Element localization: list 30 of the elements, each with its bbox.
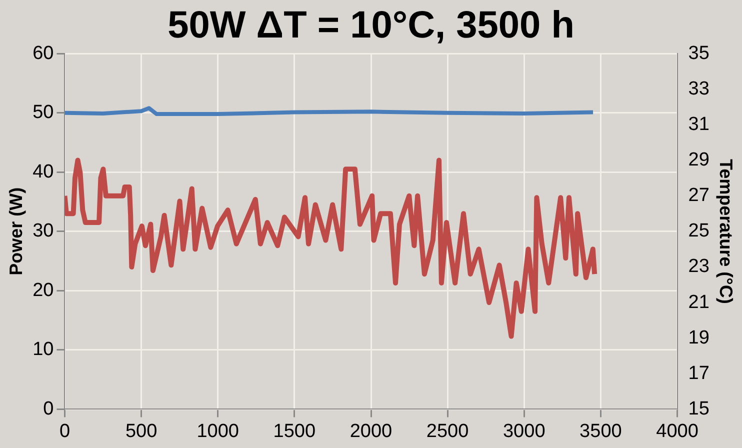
y2-tick-label: 29 [688,150,710,171]
y-tick-label: 50 [32,102,54,124]
y-tick-label: 60 [32,42,54,64]
y-tick-label: 10 [32,339,54,360]
x-tick-label: 4000 [656,420,698,442]
y-tick-label: 40 [32,161,54,182]
x-tick-label: 3500 [580,420,622,442]
x-tick-label: 1500 [273,420,316,442]
y2-tick-label: 15 [688,398,710,420]
y2-axis-title: Temperature (°C) [716,158,736,304]
y2-tick-label: 25 [688,220,710,242]
x-tick-label: 0 [59,420,70,442]
y-tick-label: 20 [32,280,54,301]
y2-tick-label: 23 [688,256,710,278]
y-tick-label: 30 [32,220,54,242]
y2-tick-label: 17 [688,362,710,384]
y2-tick-label: 21 [688,292,710,313]
y2-tick-label: 31 [688,114,710,135]
chart-title: 50W ΔT = 10°C, 3500 h [168,4,574,46]
x-tick-label: 3000 [502,420,546,442]
x-tick-label: 1000 [196,420,240,442]
y2-tick-label: 27 [688,185,710,206]
y2-tick-label: 35 [688,42,710,64]
y-axis-title: Power (W) [6,187,26,276]
y2-tick-label: 19 [688,327,710,348]
x-tick-label: 500 [125,420,158,442]
x-tick-label: 2500 [426,420,469,442]
x-tick-label: 2000 [350,420,392,442]
y-tick-label: 0 [43,398,54,420]
y2-tick-label: 33 [688,78,710,100]
